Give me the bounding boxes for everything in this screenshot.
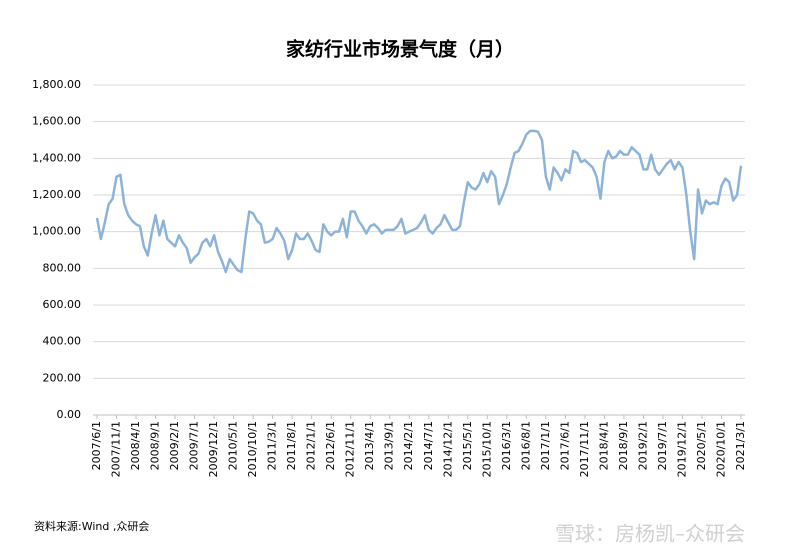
x-tick-label: 2014/7/1 [422,421,435,470]
y-tick-label: 1,400.00 [32,151,81,164]
x-tick-label: 2010/10/1 [246,421,259,477]
x-tick-label: 2011/8/1 [285,421,298,470]
x-tick-label: 2012/11/1 [344,421,357,477]
y-tick-label: 1,200.00 [32,188,81,201]
x-tick-label: 2009/12/1 [207,421,220,477]
x-tick-label: 2020/5/1 [695,421,708,470]
x-tick-label: 2011/3/1 [266,421,279,470]
x-tick-label: 2009/2/1 [168,421,181,470]
x-tick-label: 2016/3/1 [500,421,513,470]
x-tick-label: 2007/6/1 [90,421,103,470]
x-tick-label: 2012/1/1 [305,421,318,470]
x-tick-label: 2008/4/1 [129,421,142,470]
x-tick-label: 2018/9/1 [617,421,630,470]
y-tick-label: 1,800.00 [32,78,81,91]
x-tick-label: 2015/10/1 [480,421,493,477]
y-tick-label: 0.00 [57,408,82,421]
x-tick-label: 2010/5/1 [227,421,240,470]
x-tick-label: 2017/6/1 [558,421,571,470]
x-tick-label: 2015/5/1 [461,421,474,470]
x-tick-label: 2019/12/1 [675,421,688,477]
x-tick-label: 2013/9/1 [383,421,396,470]
x-tick-label: 2012/6/1 [324,421,337,470]
x-tick-label: 2018/4/1 [597,421,610,470]
x-tick-label: 2019/7/1 [656,421,669,470]
watermark: 雪球：房杨凯–众研会 [555,522,745,546]
x-tick-label: 2017/1/1 [539,421,552,470]
x-tick-label: 2021/3/1 [734,421,747,470]
x-tick-label: 2009/7/1 [188,421,201,470]
chart-title: 家纺行业市场景气度（月） [286,38,514,61]
x-tick-label: 2017/11/1 [578,421,591,477]
x-tick-label: 2020/10/1 [714,421,727,477]
x-tick-label: 2014/12/1 [441,421,454,477]
x-tick-label: 2013/4/1 [363,421,376,470]
data-line [95,129,743,274]
x-tick-label: 2019/2/1 [636,421,649,470]
x-tick-label: 2016/8/1 [519,421,532,470]
y-tick-label: 600.00 [43,298,82,311]
y-tick-label: 800.00 [43,261,82,274]
x-tick-label: 2014/2/1 [402,421,415,470]
x-tick-label: 2007/11/1 [110,421,123,477]
x-tick-label: 2008/9/1 [149,421,162,470]
y-tick-label: 1,600.00 [32,115,81,128]
y-tick-label: 200.00 [43,371,82,384]
y-tick-label: 400.00 [43,335,82,348]
source-note: 资料来源:Wind ,众研会 [34,519,149,533]
y-tick-label: 1,000.00 [32,225,81,238]
